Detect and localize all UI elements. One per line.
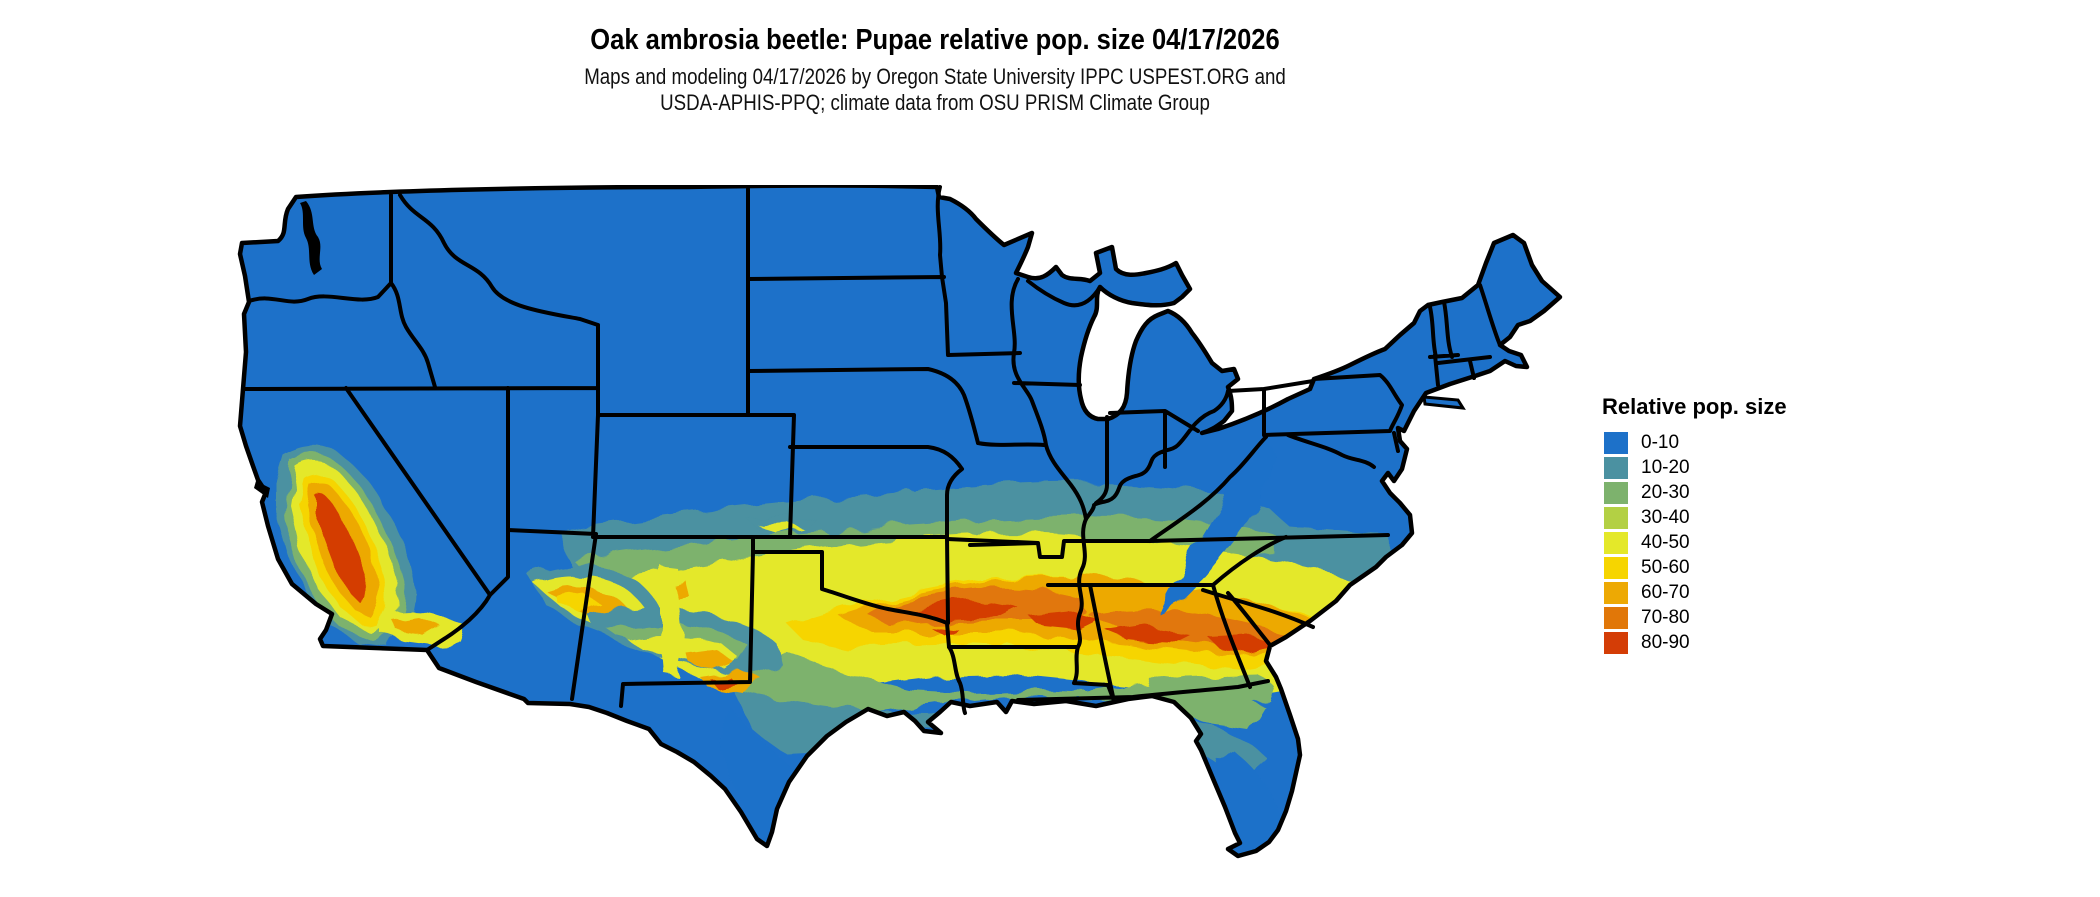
legend-swatch-40-50 (1604, 531, 1628, 554)
legend-swatch-10-20 (1604, 456, 1628, 479)
legend-label: 30-40 (1641, 506, 1690, 528)
raster-appalachian-blue (1158, 443, 1277, 613)
legend-item: 10-20 (1598, 455, 1858, 480)
legend-label: 50-60 (1641, 556, 1690, 578)
legend-swatch-70-80 (1604, 606, 1628, 629)
legend-item: 70-80 (1598, 605, 1858, 630)
subtitle-line-2: USDA-APHIS-PPQ; climate data from OSU PR… (660, 90, 1210, 115)
state-borders-west (241, 185, 1046, 715)
legend-item: 0-10 (1598, 430, 1858, 455)
raster-nm-orange (673, 581, 763, 693)
legend-swatch-20-30 (1604, 481, 1628, 504)
legend-item: 30-40 (1598, 505, 1858, 530)
raster-layers (276, 443, 1396, 853)
legend-title: Relative pop. size (1602, 394, 1787, 419)
raster-red-speckles (908, 601, 1330, 653)
legend-swatch-50-60 (1604, 556, 1628, 579)
legend-swatch-80-90 (1604, 631, 1628, 654)
us-map-svg (228, 185, 1568, 892)
state-borders-south (947, 517, 1315, 703)
san-francisco-bay (254, 481, 270, 498)
raster-nm-yellow (628, 565, 738, 675)
legend-label: 80-90 (1641, 631, 1690, 653)
legend-item: 20-30 (1598, 480, 1858, 505)
page-title: Oak ambrosia beetle: Pupae relative pop.… (590, 24, 1280, 56)
us-population-map (228, 185, 1568, 892)
map-legend: Relative pop. size 0-10 10-20 20-30 30-4… (1598, 394, 1858, 655)
legend-label: 0-10 (1641, 431, 1680, 453)
legend-label: 70-80 (1641, 606, 1690, 628)
legend-label: 60-70 (1641, 581, 1690, 603)
raster-ca-red (316, 495, 369, 605)
legend-swatch-60-70 (1604, 581, 1628, 604)
puget-sound (300, 201, 322, 275)
long-island (1422, 395, 1466, 410)
subtitle-line-1: Maps and modeling 04/17/2026 by Oregon S… (584, 64, 1286, 89)
raster-seco-yellow (758, 523, 804, 535)
state-borders (241, 185, 1502, 715)
legend-label: 20-30 (1641, 481, 1690, 503)
legend-swatch-0-10 (1604, 431, 1628, 454)
legend-item: 80-90 (1598, 630, 1858, 655)
legend-item: 40-50 (1598, 530, 1858, 555)
legend-item: 50-60 (1598, 555, 1858, 580)
raster-az-gold (558, 593, 600, 611)
legend-item: 60-70 (1598, 580, 1858, 605)
legend-swatch-30-40 (1604, 506, 1628, 529)
legend-label: 10-20 (1641, 456, 1690, 478)
page-subtitle: Maps and modeling 04/17/2026 by Oregon S… (140, 64, 1730, 116)
legend-label: 40-50 (1641, 531, 1690, 553)
